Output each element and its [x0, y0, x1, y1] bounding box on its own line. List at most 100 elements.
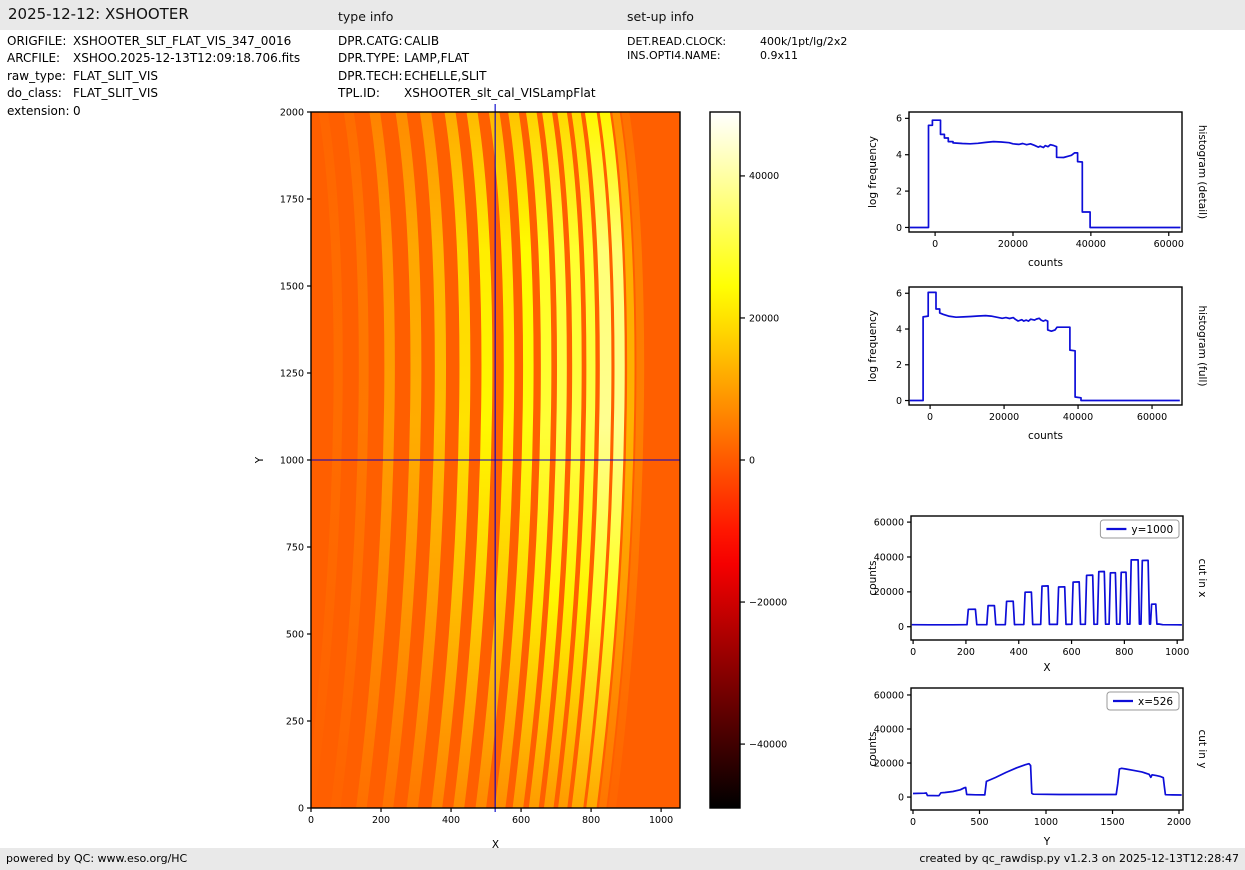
side-label: cut in x [1196, 558, 1208, 597]
x-tick-label: 200 [372, 815, 390, 826]
y-tick-label: 0 [896, 223, 902, 234]
x-axis-label: X [492, 839, 499, 851]
x-axis-label: counts [1028, 257, 1063, 269]
x-tick-label: 0 [308, 815, 314, 826]
x-tick-label: 0 [932, 239, 938, 250]
x-tick-label: 1000 [1165, 647, 1189, 658]
echelle-order [453, 112, 493, 808]
main-image-plot: 0 200 400 600 800 1000 0 250 500 750 1000 1250 1500 1… [254, 104, 681, 851]
x-tick-label: 800 [582, 815, 600, 826]
y-tick-label: 750 [286, 542, 304, 553]
info-label: DPR.TECH: [338, 68, 403, 83]
side-label: histogram (detail) [1196, 125, 1208, 219]
info-row: INS.OPTI4.NAME: 0.9x11 [627, 49, 847, 63]
echelle-order [382, 112, 422, 808]
y-tick-label: 4 [896, 324, 902, 335]
x-tick-label: 2000 [1167, 817, 1191, 828]
axes-frame [908, 286, 1183, 406]
x-tick-label: 40000 [1063, 412, 1093, 423]
info-value: CALIB [404, 34, 440, 48]
x-tick-label: 0 [910, 647, 916, 658]
y-tick-label: 1000 [280, 455, 304, 466]
x-tick-label: 0 [910, 817, 916, 828]
x-tick-label: 20000 [998, 239, 1028, 250]
info-label: INS.OPTI4.NAME: [627, 48, 721, 62]
y-tick-label: 500 [286, 629, 304, 640]
x-tick-label: 1000 [649, 815, 673, 826]
info-value: XSHOOTER_SLT_FLAT_VIS_347_0016 [73, 34, 292, 48]
y-tick-label: 1750 [280, 194, 304, 205]
info-label: ORIGFILE: [7, 34, 67, 48]
info-label: do_class: [7, 86, 62, 101]
info-label: ARCFILE: [7, 51, 61, 66]
colorbar-tick-label: −40000 [749, 739, 787, 750]
info-label: raw_type: [7, 68, 66, 83]
colorbar-tick-label: 0 [749, 455, 755, 466]
echelle-order [558, 112, 596, 808]
info-value: 400k/1pt/lg/2x2 [760, 35, 848, 48]
info-row: raw_type: FLAT_SLIT_VIS [7, 68, 300, 85]
x-tick-label: 400 [442, 815, 460, 826]
y-tick-label: 1250 [280, 368, 304, 379]
data-line [912, 762, 1182, 797]
echelle-order [330, 112, 369, 808]
info-row: DPR.CATG:CALIB [338, 33, 596, 50]
colorbar-gradient [710, 112, 740, 808]
y-tick-label: 1500 [280, 281, 304, 292]
legend-label: y=1000 [1131, 524, 1173, 536]
x-tick-label: 500 [970, 817, 988, 828]
info-label: DET.READ.CLOCK: [627, 35, 727, 48]
echelle-order [598, 112, 635, 808]
x-tick-label: 0 [927, 412, 933, 423]
legend-box [1099, 519, 1180, 539]
side-label: cut in y [1196, 729, 1208, 768]
y-tick-label: 0 [896, 396, 902, 407]
info-row: DET.READ.CLOCK: 400k/1pt/lg/2x2 [627, 35, 847, 49]
y-tick-label: 250 [286, 716, 304, 727]
y-tick-label: 20000 [874, 587, 904, 598]
y-tick-label: 0 [898, 622, 904, 633]
x-tick-label: 400 [1010, 647, 1028, 658]
echelle-order [494, 112, 534, 808]
colorbar-tick-label: −20000 [749, 597, 787, 608]
y-tick-label: 2000 [280, 107, 304, 118]
echelle-order [475, 112, 515, 808]
footer-powered-by: powered by QC: www.eso.org/HC [6, 852, 188, 865]
axes-frame [910, 515, 1184, 641]
x-tick-label: 1500 [1100, 817, 1124, 828]
legend-box [1106, 691, 1180, 711]
info-row: TPL.ID: XSHOOTER_slt_cal_VISLampFlat [338, 85, 596, 102]
info-row: DPR.TECH:ECHELLE,SLIT [338, 68, 596, 85]
y-tick-label: 6 [896, 289, 902, 300]
x-tick-label: 800 [1115, 647, 1133, 658]
info-row: ARCFILE: XSHOO.2025-12-13T12:09:18.706.fi… [7, 50, 300, 67]
x-axis-label: X [1043, 662, 1050, 674]
y-axis-label: counts [867, 731, 879, 766]
y-axis-label: Y [254, 456, 266, 464]
info-value: 0 [73, 103, 81, 118]
info-label: DPR.TYPE: [338, 51, 400, 66]
echelle-order [311, 112, 343, 808]
axes-frame [910, 687, 1184, 811]
y-axis-label: log frequency [867, 136, 879, 208]
info-value: ECHELLE,SLIT [404, 68, 487, 83]
y-tick-label: 60000 [874, 517, 904, 528]
echelle-order [608, 112, 645, 808]
info-value: LAMP,FLAT [404, 51, 470, 66]
page-title: 2025-12-12: XSHOOTER [8, 5, 189, 23]
echelle-order [571, 112, 612, 808]
info-value: XSHOO.2025-12-13T12:09:18.706.fits [73, 51, 301, 66]
y-tick-label: 40000 [874, 724, 904, 735]
file-info-block: ORIGFILE: XSHOOTER_SLT_FLAT_VIS_347_0016 A… [7, 33, 300, 120]
echelle-order [586, 112, 625, 808]
legend-label: x=526 [1138, 696, 1173, 708]
y-tick-label: 2 [896, 186, 902, 197]
info-value: XSHOOTER_slt_cal_VISLampFlat [404, 86, 596, 101]
footer-bar: powered by QC: www.eso.org/HC created by… [0, 848, 1245, 870]
x-tick-label: 200 [957, 647, 975, 658]
colorbar-tick-label: 20000 [749, 313, 779, 324]
info-label: TPL.ID: [338, 86, 380, 101]
